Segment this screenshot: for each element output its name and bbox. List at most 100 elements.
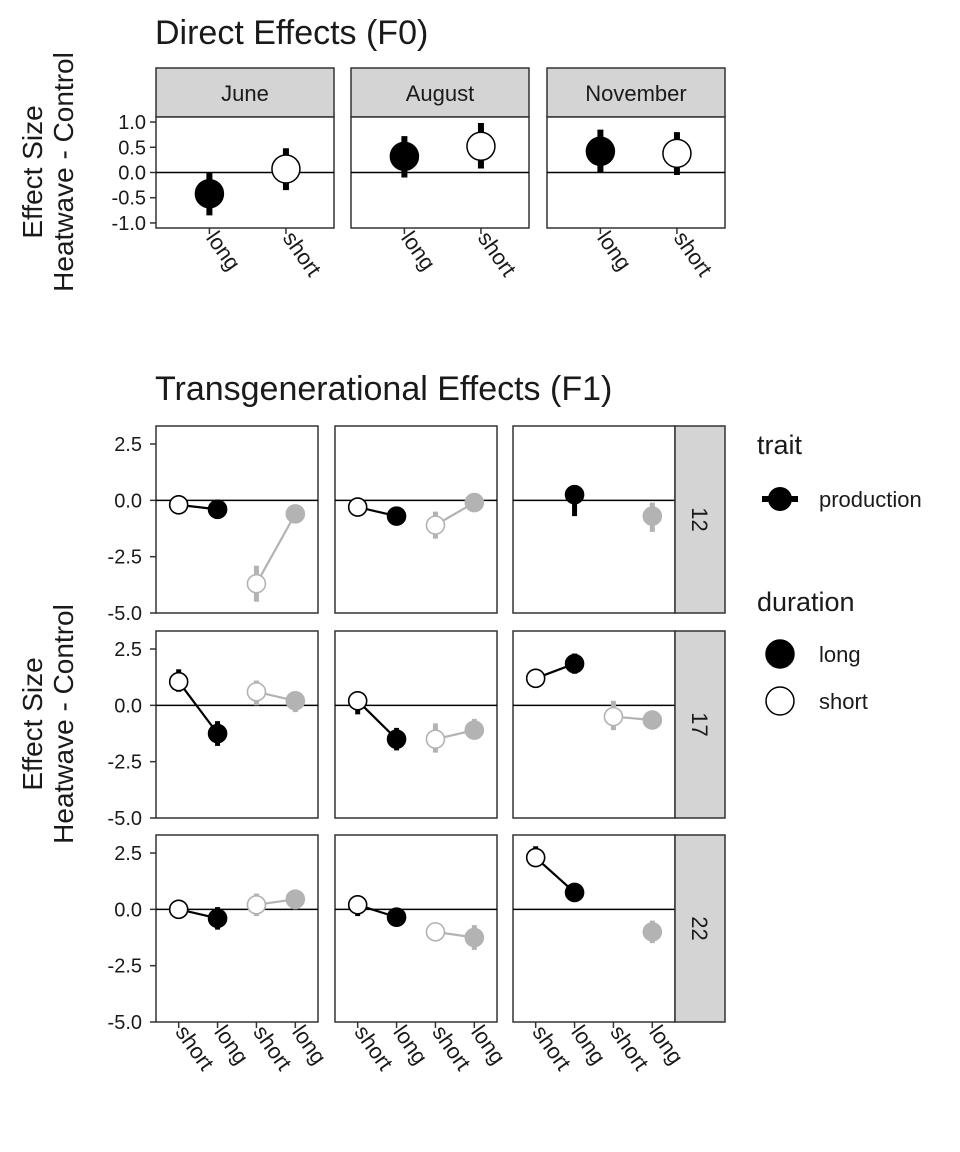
data-point-short — [271, 154, 301, 184]
data-point-long — [386, 729, 407, 749]
facet-strip-label: 22 — [687, 916, 712, 940]
chart-title-direct: Direct Effects (F0) — [155, 14, 428, 52]
y-tick-label: -5.0 — [108, 808, 142, 830]
y-tick-label: -2.5 — [108, 547, 142, 569]
data-point-long — [207, 723, 228, 744]
chart-title-transgenerational: Transgenerational Effects (F1) — [155, 370, 612, 408]
y-tick-label: 2.5 — [114, 843, 142, 865]
facet-panel-row2-col0 — [155, 834, 319, 1023]
data-point-short — [525, 668, 546, 689]
legend-key-short — [765, 686, 795, 716]
legend-trait: trait production — [757, 430, 922, 512]
y-tick-label: 0.0 — [118, 163, 146, 185]
facet-strip-label: August — [406, 81, 475, 106]
x-tick-label: short — [427, 1021, 476, 1075]
legend: trait production duration long short — [757, 430, 922, 716]
facet-strip-label: November — [585, 81, 686, 106]
x-tick-label: short — [605, 1021, 654, 1075]
panel-border — [334, 425, 498, 614]
panel-border — [155, 834, 319, 1023]
y-axis-label-line-1: Effect Size — [17, 105, 48, 238]
facet-panel-row1-col0 — [155, 630, 319, 819]
facet-panel-row1-col2 — [512, 630, 676, 819]
x-tick-label: short — [350, 1021, 399, 1075]
y-tick-label: 0.0 — [114, 695, 142, 717]
y-axis-label-line-2: Heatwave - Control — [48, 52, 79, 292]
y-tick-label: 2.5 — [114, 639, 142, 661]
data-point-short — [466, 131, 496, 162]
facet-strip-row — [674, 834, 726, 1023]
x-tick-label: long — [396, 227, 440, 275]
x-tick-label: long — [201, 227, 245, 275]
facet-strip — [155, 67, 335, 118]
data-point-long — [564, 484, 585, 505]
data-point-short — [425, 729, 446, 749]
data-point-long — [464, 720, 485, 740]
data-point-short — [168, 495, 189, 515]
y-tick-label: 1.0 — [118, 112, 146, 134]
y-axis-label-direct: Effect Size Heatwave - Control — [17, 52, 79, 292]
data-point-short — [347, 497, 368, 517]
y-tick-label: 0.5 — [118, 137, 146, 159]
data-point-short — [603, 706, 624, 727]
data-point-short — [246, 682, 267, 702]
facet-panel-row0-col1 — [334, 425, 498, 614]
data-point-long — [285, 691, 306, 711]
y-tick-label: 2.5 — [114, 434, 142, 456]
series-line-dark — [177, 681, 219, 735]
y-axis-label-line-2: Heatwave - Control — [48, 604, 79, 844]
data-point-short — [168, 899, 189, 920]
facet-strip-row — [674, 630, 726, 819]
facet-panel-row2-col2 — [512, 834, 676, 1023]
data-point-long — [389, 141, 420, 172]
data-point-short — [246, 573, 267, 594]
facet-strip-label: 12 — [687, 507, 712, 531]
y-tick-label: -1.0 — [112, 213, 146, 235]
y-tick-label: -5.0 — [108, 603, 142, 625]
facet-panel-row0-col0 — [155, 425, 319, 614]
panel-border — [334, 834, 498, 1023]
series-line-light — [255, 513, 297, 585]
data-point-long — [386, 506, 407, 526]
data-point-short — [425, 922, 446, 942]
facet-panel-november: November long short — [546, 67, 726, 281]
legend-label-short: short — [819, 689, 868, 714]
data-point-long — [564, 882, 585, 903]
y-tick-label: -2.5 — [108, 956, 142, 978]
x-tick-label: short — [248, 1021, 297, 1075]
facet-panel-june: June long short — [155, 67, 335, 281]
x-tick-label: short — [171, 1021, 220, 1075]
y-tick-label: -0.5 — [112, 188, 146, 210]
data-point-short — [246, 895, 267, 915]
facet-panel-row1-col1 — [334, 630, 498, 819]
data-point-long — [464, 927, 485, 948]
y-tick-label: 0.0 — [114, 490, 142, 512]
legend-key-production-point — [768, 487, 792, 511]
transgenerational-effects-chart: Transgenerational Effects (F1) Effect Si… — [17, 370, 726, 1075]
legend-title-duration: duration — [757, 587, 855, 617]
y-tick-label: 0.0 — [114, 899, 142, 921]
data-point-short — [425, 515, 446, 535]
facet-panel-august: August long short — [350, 67, 530, 281]
legend-label-production: production — [819, 487, 922, 512]
data-point-long — [386, 907, 407, 928]
facet-strip-row — [674, 425, 726, 614]
data-point-short — [347, 895, 368, 915]
data-point-long — [642, 710, 663, 730]
y-tick-label: -5.0 — [108, 1012, 142, 1034]
data-point-long — [585, 136, 616, 167]
data-point-short — [347, 691, 368, 711]
x-tick-label: short — [473, 227, 522, 281]
data-point-long — [194, 178, 225, 209]
data-point-long — [207, 499, 228, 520]
data-point-short — [662, 138, 692, 169]
y-axis-label-line-1: Effect Size — [17, 657, 48, 790]
data-point-long — [642, 506, 663, 526]
data-point-long — [464, 492, 485, 513]
facet-panel-row2-col1 — [334, 834, 498, 1023]
x-tick-label: long — [592, 227, 636, 275]
data-point-short — [168, 671, 189, 692]
legend-duration: duration long short — [757, 587, 868, 716]
x-tick-label: short — [528, 1021, 577, 1075]
